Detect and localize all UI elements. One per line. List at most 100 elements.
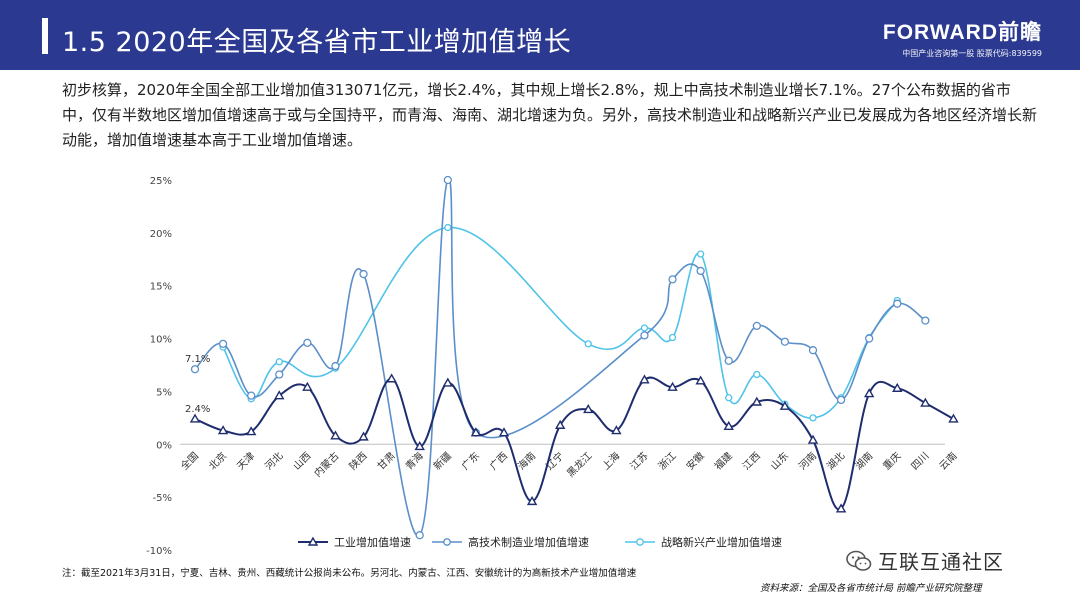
x-tick-label: 甘肃 <box>374 449 397 472</box>
data-point-hightech <box>415 531 424 540</box>
footnote: 注：截至2021年3月31日，宁夏、吉林、贵州、西藏统计公报尚未公布。另河北、内… <box>62 568 637 579</box>
x-tick-label: 河北 <box>263 450 286 473</box>
data-point-industry <box>358 431 369 441</box>
line-chart: -10% -5% 0% 5% 10% 15% 20% 25% 全国 北京 天津 河北 山西 内蒙古 陕西 甘肃… <box>146 175 960 557</box>
data-point-industry <box>695 375 706 385</box>
data-point-hightech <box>247 391 256 400</box>
data-point-hightech <box>893 299 902 308</box>
data-point-hightech <box>921 316 930 325</box>
data-point-hightech <box>696 266 705 276</box>
data-point-hightech <box>836 395 846 405</box>
data-point-emerging <box>725 394 733 402</box>
data-point-emerging <box>444 223 452 232</box>
intro-paragraph: 初步核算，2020年全国全部工业增加值313071亿元，增长2.4%，其中规上增… <box>62 81 1038 149</box>
x-tick-label: 黑龙江 <box>564 449 594 479</box>
data-point-industry <box>442 377 454 387</box>
data-annotation: 2.4% <box>185 404 210 415</box>
legend-label: 高技术制造业增加值增速 <box>468 535 589 549</box>
x-tick-label: 北京 <box>206 449 229 472</box>
data-point-hightech <box>331 361 340 371</box>
data-point-industry <box>274 390 285 400</box>
data-point-hightech <box>865 334 874 343</box>
data-point-industry <box>948 413 959 423</box>
data-point-hightech <box>808 346 818 355</box>
x-tick-label: 青海 <box>403 449 426 472</box>
x-tick-label: 新疆 <box>431 449 454 472</box>
x-tick-label: 山东 <box>768 449 791 472</box>
data-point-emerging <box>584 340 592 348</box>
data-point-industry <box>920 397 931 407</box>
data-point-hightech <box>752 321 761 331</box>
data-point-emerging <box>640 324 649 332</box>
data-point-industry <box>386 373 397 383</box>
data-point-emerging <box>753 370 761 379</box>
data-point-hightech <box>724 356 733 365</box>
x-tick-label: 内蒙古 <box>311 449 341 479</box>
x-tick-label: 江苏 <box>627 449 650 472</box>
data-point-emerging <box>275 358 283 366</box>
legend-label: 战略新兴产业增加值增速 <box>661 535 782 549</box>
series-line-0 <box>194 376 954 511</box>
data-point-industry <box>217 425 229 435</box>
data-point-industry <box>189 413 201 423</box>
slide-title: 1.5 2020年全国及各省市工业增加值增长 <box>62 27 572 58</box>
data-point-hightech <box>218 339 228 349</box>
data-point-industry <box>892 382 903 392</box>
legend-marker <box>307 536 319 546</box>
data-point-industry <box>639 374 650 384</box>
data-point-emerging <box>696 250 705 258</box>
x-tick-label: 天津 <box>235 450 258 473</box>
data-point-industry <box>611 425 622 435</box>
data-point-hightech <box>668 275 677 284</box>
data-point-hightech <box>359 269 368 279</box>
x-tick-label: 河南 <box>796 449 819 472</box>
data-point-industry <box>863 388 875 398</box>
y-tick-label: 5% <box>156 387 172 398</box>
data-point-industry <box>554 419 566 429</box>
data-point-industry <box>302 381 313 391</box>
brand-logo: FORWARD前瞻 <box>882 21 1042 44</box>
y-tick-label: 15% <box>150 282 172 293</box>
x-tick-label: 重庆 <box>880 449 903 472</box>
legend-marker <box>443 538 451 546</box>
y-tick-label: -10% <box>146 546 172 557</box>
data-point-industry <box>723 420 734 431</box>
data-point-hightech <box>780 337 790 346</box>
legend-label: 工业增加值增速 <box>334 535 411 549</box>
data-point-industry <box>414 440 425 451</box>
y-tick-label: 20% <box>150 229 172 240</box>
series-line-2 <box>222 226 898 419</box>
x-tick-label: 云南 <box>936 449 959 472</box>
series-line-1 <box>194 178 926 537</box>
title-accent-bar <box>42 18 48 54</box>
data-point-industry <box>245 426 257 436</box>
y-tick-label: 0% <box>156 440 172 451</box>
x-tick-label: 陕西 <box>346 449 369 472</box>
data-point-hightech <box>303 338 312 347</box>
x-tick-label: 全国 <box>178 449 201 472</box>
wechat-label: 互联互通社区 <box>878 550 1004 574</box>
x-tick-label: 广西 <box>487 450 510 473</box>
x-tick-label: 江西 <box>740 450 763 473</box>
x-tick-label: 湖北 <box>825 450 848 473</box>
data-annotation: 7.1% <box>185 354 210 365</box>
data-point-hightech <box>190 365 200 374</box>
data-point-emerging <box>668 333 677 342</box>
x-tick-label: 海南 <box>515 449 538 472</box>
data-point-industry <box>470 427 482 437</box>
data-point-industry <box>667 381 678 391</box>
data-point-industry <box>583 403 594 414</box>
data-point-hightech <box>443 175 452 185</box>
y-tick-label: -5% <box>153 493 172 504</box>
y-tick-label: 25% <box>150 176 172 187</box>
x-tick-label: 安徽 <box>683 449 706 472</box>
data-point-industry <box>807 434 819 444</box>
data-point-industry <box>751 396 763 406</box>
x-tick-label: 广东 <box>459 449 482 472</box>
x-tick-label: 山西 <box>291 450 314 473</box>
data-point-hightech <box>275 370 284 379</box>
data-point-industry <box>779 400 791 410</box>
y-tick-label: 10% <box>150 335 172 346</box>
source-note: 资料来源：全国及各省市统计局 前瞻产业研究院整理 <box>760 583 982 594</box>
x-tick-label: 四川 <box>910 451 932 473</box>
